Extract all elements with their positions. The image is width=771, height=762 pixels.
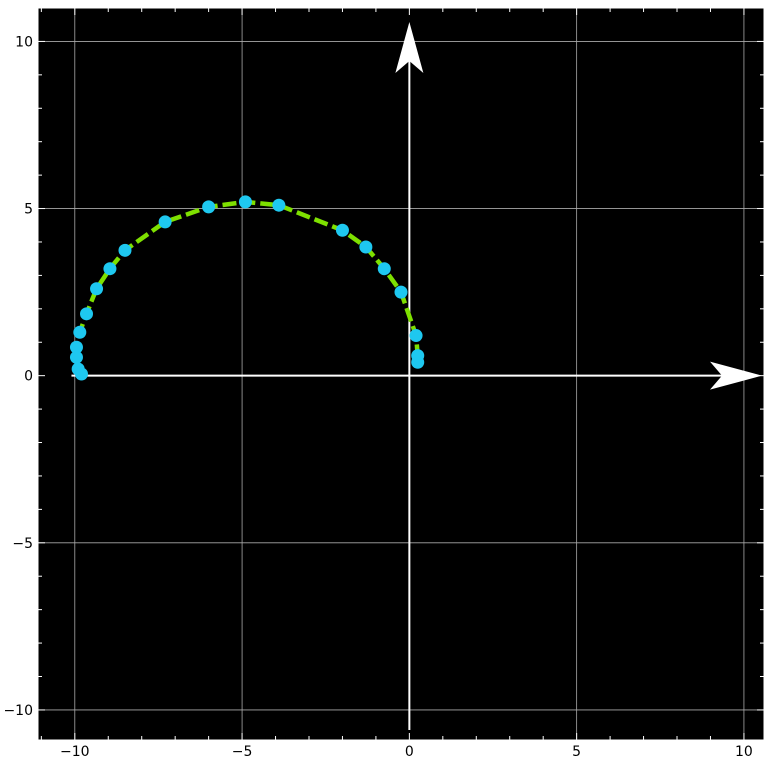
x-tick-label: −5 — [232, 744, 253, 760]
data-point — [409, 329, 423, 343]
data-point — [118, 243, 132, 257]
data-point — [71, 362, 85, 376]
y-tick-label: −10 — [3, 703, 33, 719]
ticks — [38, 8, 764, 740]
data-point — [377, 262, 391, 276]
y-axis-arrowhead — [395, 22, 424, 73]
data-point — [69, 350, 83, 364]
data-point — [158, 215, 172, 229]
x-tick-label: 0 — [405, 744, 414, 760]
data-point — [335, 223, 349, 237]
data-points — [69, 195, 425, 381]
plot-frame — [37, 7, 765, 741]
data-point — [359, 240, 373, 254]
data-point — [80, 307, 94, 321]
y-tick-label: 0 — [24, 369, 33, 385]
x-axis-arrowhead — [710, 361, 762, 390]
x-tick-labels: −10 −5 0 5 10 — [60, 744, 753, 760]
grid-lines — [38, 8, 764, 740]
axes — [71, 22, 762, 730]
x-tick-label: −10 — [60, 744, 90, 760]
x-tick-label: 10 — [735, 744, 753, 760]
plot-background — [38, 8, 764, 740]
data-point — [411, 355, 425, 369]
y-tick-label: 5 — [24, 202, 33, 218]
y-tick-label: −5 — [12, 536, 33, 552]
data-point — [73, 325, 87, 339]
data-point — [202, 200, 216, 214]
data-point — [238, 195, 252, 209]
data-point — [69, 340, 83, 354]
x-tick-label: 5 — [572, 744, 581, 760]
y-tick-labels: −10 −5 0 5 10 — [3, 34, 33, 718]
data-point — [272, 198, 286, 212]
y-tick-label: 10 — [15, 34, 33, 50]
data-point — [103, 262, 117, 276]
data-point — [90, 282, 104, 296]
data-point — [394, 285, 408, 299]
